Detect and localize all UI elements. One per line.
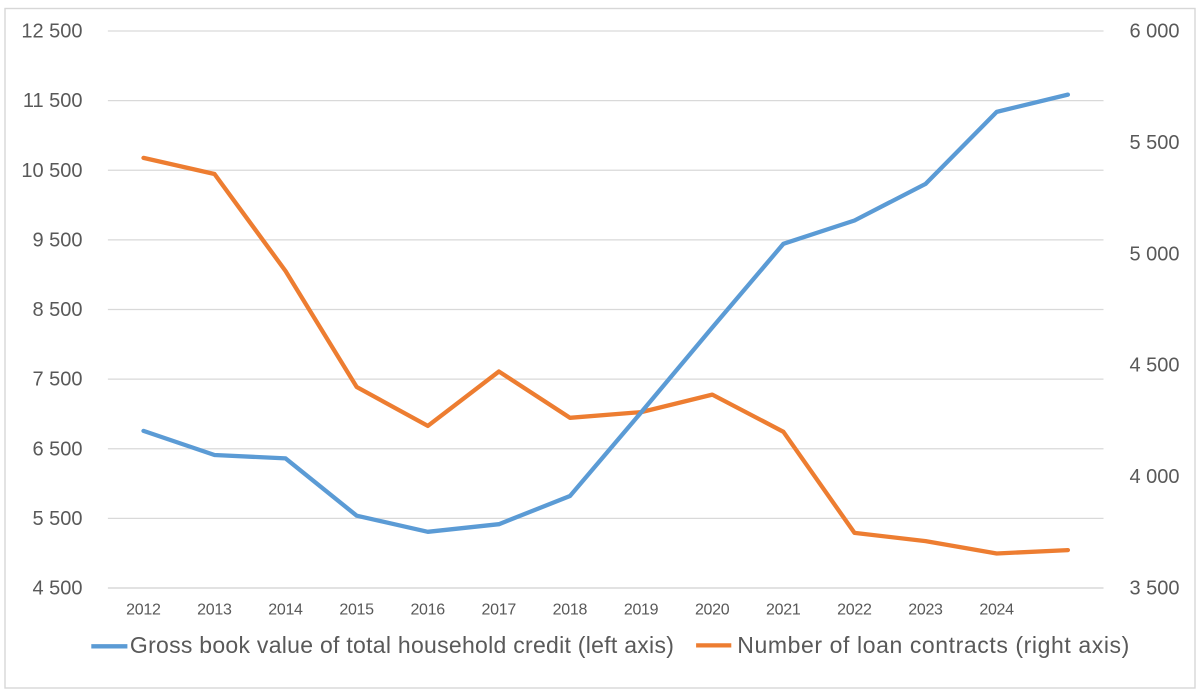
- svg-text:5 500: 5 500: [32, 508, 82, 530]
- svg-text:2016: 2016: [410, 602, 445, 619]
- svg-text:12 500: 12 500: [21, 21, 82, 43]
- svg-text:2015: 2015: [339, 602, 374, 619]
- svg-text:4 000: 4 000: [1130, 466, 1180, 488]
- svg-text:5 500: 5 500: [1130, 132, 1180, 154]
- svg-text:2024: 2024: [979, 602, 1014, 619]
- svg-text:7 500: 7 500: [32, 369, 82, 391]
- svg-text:10 500: 10 500: [21, 160, 82, 182]
- svg-text:4 500: 4 500: [32, 578, 82, 600]
- svg-text:2021: 2021: [766, 602, 801, 619]
- svg-text:11 500: 11 500: [23, 90, 83, 112]
- svg-text:2014: 2014: [268, 602, 303, 619]
- svg-text:2012: 2012: [126, 602, 161, 619]
- svg-text:4 500: 4 500: [1130, 355, 1180, 377]
- svg-text:3 500: 3 500: [1130, 578, 1180, 600]
- svg-text:6 000: 6 000: [1130, 21, 1180, 43]
- svg-text:2019: 2019: [624, 602, 659, 619]
- svg-text:6 500: 6 500: [32, 438, 82, 460]
- svg-text:Gross book value of total hous: Gross book value of total household cred…: [130, 632, 674, 658]
- svg-text:2018: 2018: [553, 602, 588, 619]
- svg-text:9 500: 9 500: [32, 229, 82, 251]
- svg-text:2020: 2020: [695, 602, 730, 619]
- svg-text:2017: 2017: [482, 602, 517, 619]
- svg-text:2013: 2013: [197, 602, 232, 619]
- svg-text:2023: 2023: [908, 602, 943, 619]
- svg-text:2022: 2022: [837, 602, 872, 619]
- svg-text:5 000: 5 000: [1130, 243, 1180, 265]
- svg-text:8 500: 8 500: [32, 299, 82, 321]
- svg-text:Number of loan contracts (righ: Number of loan contracts (right axis): [737, 632, 1129, 658]
